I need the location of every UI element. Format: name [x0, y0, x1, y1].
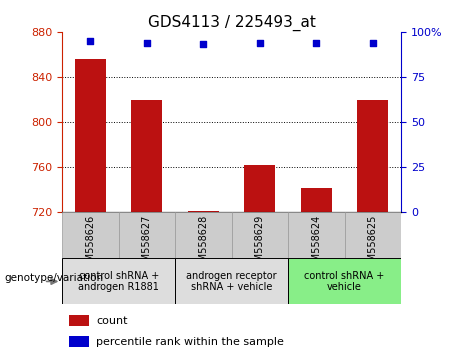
Bar	[62, 258, 175, 304]
Text: GSM558629: GSM558629	[255, 215, 265, 274]
Text: GSM558624: GSM558624	[311, 215, 321, 274]
Bar	[288, 258, 401, 304]
Bar	[231, 212, 288, 258]
Title: GDS4113 / 225493_at: GDS4113 / 225493_at	[148, 14, 316, 30]
Bar	[62, 212, 118, 258]
Text: GSM558628: GSM558628	[198, 215, 208, 274]
Bar	[75, 59, 106, 212]
Text: control shRNA +
vehicle: control shRNA + vehicle	[304, 270, 385, 292]
Text: genotype/variation: genotype/variation	[5, 273, 104, 283]
Bar	[244, 165, 275, 212]
Point	[369, 40, 377, 46]
Text: control shRNA +
androgen R1881: control shRNA + androgen R1881	[78, 270, 159, 292]
Text: GSM558627: GSM558627	[142, 215, 152, 274]
Bar	[131, 99, 162, 212]
Bar	[175, 212, 231, 258]
Bar	[118, 212, 175, 258]
Bar	[288, 212, 344, 258]
Bar	[344, 212, 401, 258]
Text: androgen receptor
shRNA + vehicle: androgen receptor shRNA + vehicle	[186, 270, 277, 292]
Bar	[175, 258, 288, 304]
Text: percentile rank within the sample: percentile rank within the sample	[96, 337, 284, 347]
Bar	[301, 188, 332, 212]
Point	[200, 42, 207, 47]
Bar	[69, 336, 89, 347]
Point	[87, 38, 94, 44]
Point	[313, 40, 320, 46]
Text: count: count	[96, 316, 128, 326]
Bar	[69, 315, 89, 326]
Point	[143, 40, 151, 46]
Bar	[188, 211, 219, 212]
Text: GSM558626: GSM558626	[85, 215, 95, 274]
Text: GSM558625: GSM558625	[368, 215, 378, 274]
Point	[256, 40, 264, 46]
Bar	[357, 99, 388, 212]
